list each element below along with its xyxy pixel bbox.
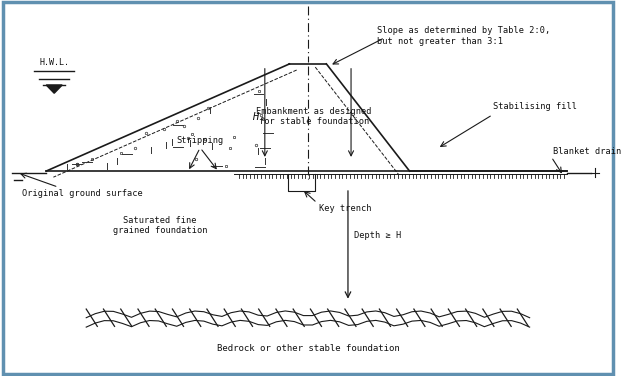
Text: Bedrock or other stable foundation: Bedrock or other stable foundation [217,344,399,353]
Text: H.W.L.: H.W.L. [39,58,69,67]
Polygon shape [46,85,62,93]
Text: Stabilising fill: Stabilising fill [493,102,577,111]
Text: Key trench: Key trench [319,204,372,213]
Text: Depth ≥ H: Depth ≥ H [354,230,401,240]
Text: Slope as determined by Table 2:0,
but not greater than 3:1: Slope as determined by Table 2:0, but no… [377,26,550,46]
Text: Saturated fine
grained foundation: Saturated fine grained foundation [113,216,207,235]
Text: Stripping: Stripping [176,136,224,145]
Text: Original ground surface: Original ground surface [22,189,143,198]
Text: Blanket drain: Blanket drain [553,147,621,156]
Text: H: H [252,112,259,121]
Text: Embankment as designed
for stable foundation: Embankment as designed for stable founda… [256,107,372,126]
